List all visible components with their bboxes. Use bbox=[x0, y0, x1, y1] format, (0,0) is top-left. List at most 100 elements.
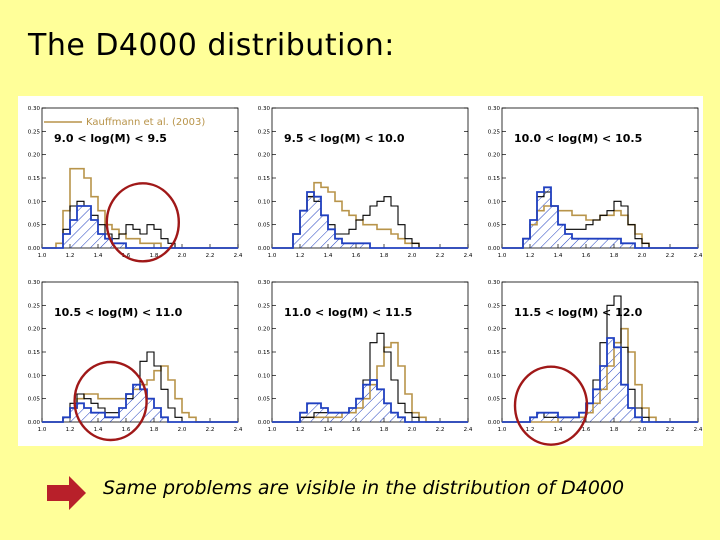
x-tick-label: 1.8 bbox=[380, 253, 389, 259]
x-tick-label: 1.2 bbox=[296, 253, 305, 259]
x-tick-label: 1.6 bbox=[582, 253, 591, 259]
y-tick-label: 0.05 bbox=[488, 223, 501, 229]
highlight-circle bbox=[105, 182, 181, 263]
blue-histogram bbox=[42, 383, 238, 423]
y-tick-label: 0.10 bbox=[28, 199, 41, 205]
x-tick-label: 1.8 bbox=[380, 427, 389, 433]
mass-range-label: 11.5 < log(M) < 12.0 bbox=[514, 306, 643, 319]
y-tick-label: 0.00 bbox=[488, 246, 501, 252]
x-tick-label: 1.2 bbox=[66, 427, 75, 433]
y-tick-label: 0.20 bbox=[28, 153, 41, 159]
histogram-panel-4: 0.00 0.05 0.10 0.15 0.20 0.25 0.30 1.0 1.2 1.4 1.6… bbox=[28, 280, 243, 442]
d4000-histogram-figure: 0.00 0.05 0.10 0.15 0.20 0.25 0.30 1.0 1.2 1.4 1.6… bbox=[18, 96, 703, 446]
x-tick-label: 2.0 bbox=[408, 253, 417, 259]
x-tick-label: 1.4 bbox=[324, 427, 333, 433]
y-tick-label: 0.30 bbox=[28, 280, 41, 286]
highlight-circle bbox=[513, 365, 589, 446]
x-tick-label: 1.8 bbox=[610, 253, 619, 259]
y-tick-label: 0.05 bbox=[258, 223, 271, 229]
histogram-panel-1: 0.000.050.100.150.200.250.301.0 1.2 1.4 1.6… bbox=[28, 106, 243, 263]
mass-range-label: 10.0 < log(M) < 10.5 bbox=[514, 132, 642, 145]
mass-range-label: 11.0 < log(M) < 11.5 bbox=[284, 306, 412, 319]
y-tick-label: 0.10 bbox=[258, 199, 271, 205]
x-tick-label: 2.2 bbox=[666, 253, 675, 259]
histogram-panel-3: 0.00 0.05 0.10 0.15 0.20 0.25 0.30 1.0 1.2 1.4 1.6… bbox=[488, 106, 703, 259]
y-tick-label: 0.05 bbox=[488, 397, 501, 403]
slide-caption: Same problems are visible in the distrib… bbox=[103, 477, 625, 499]
y-tick-label: 0.20 bbox=[28, 327, 41, 333]
y-tick-label: 0.30 bbox=[488, 280, 501, 286]
y-tick-label: 0.20 bbox=[258, 327, 271, 333]
x-tick-label: 2.2 bbox=[436, 427, 445, 433]
x-tick-label: 2.0 bbox=[178, 253, 187, 259]
x-tick-label: 1.6 bbox=[582, 427, 591, 433]
y-tick-label: 0.15 bbox=[28, 350, 41, 356]
x-tick-label: 1.4 bbox=[94, 427, 103, 433]
y-tick-label: 0.20 bbox=[488, 153, 501, 159]
x-tick-label: 1.2 bbox=[526, 253, 535, 259]
mass-range-label: 9.0 < log(M) < 9.5 bbox=[54, 132, 167, 145]
x-tick-label: 2.4 bbox=[464, 427, 473, 433]
x-tick-label: 2.2 bbox=[666, 427, 675, 433]
blue-histogram bbox=[502, 337, 698, 423]
x-tick-label: 1.2 bbox=[66, 253, 75, 259]
y-tick-label: 0.15 bbox=[258, 350, 271, 356]
x-tick-label: 1.4 bbox=[324, 253, 333, 259]
y-tick-label: 0.30 bbox=[488, 106, 501, 112]
x-tick-label: 1.2 bbox=[296, 427, 305, 433]
histogram-panel-5: 0.00 0.05 0.10 0.15 0.20 0.25 0.30 1.0 1.2 1.4 1.6… bbox=[258, 280, 473, 433]
x-tick-label: 1.6 bbox=[352, 253, 361, 259]
x-tick-label: 1.0 bbox=[38, 253, 47, 259]
x-tick-label: 2.2 bbox=[436, 253, 445, 259]
y-tick-label: 0.15 bbox=[488, 176, 501, 182]
y-tick-label: 0.00 bbox=[258, 420, 271, 426]
y-tick-label: 0.20 bbox=[258, 153, 271, 159]
x-tick-label: 1.8 bbox=[150, 253, 159, 259]
histogram-panel-6: 0.00 0.05 0.10 0.15 0.20 0.25 0.30 1.0 1.2 1.4 1.6… bbox=[488, 280, 703, 446]
y-tick-label: 0.30 bbox=[258, 106, 271, 112]
y-tick-label: 0.25 bbox=[488, 303, 501, 309]
y-tick-label: 0.25 bbox=[258, 129, 271, 135]
x-tick-label: 2.4 bbox=[694, 253, 703, 259]
y-tick-label: 0.05 bbox=[258, 397, 271, 403]
x-tick-label: 1.4 bbox=[554, 253, 563, 259]
y-tick-label: 0.25 bbox=[258, 303, 271, 309]
x-tick-label: 1.2 bbox=[526, 427, 535, 433]
y-tick-label: 0.10 bbox=[488, 199, 501, 205]
x-tick-label: 2.4 bbox=[234, 253, 243, 259]
blue-histogram bbox=[42, 205, 238, 249]
x-tick-label: 2.0 bbox=[638, 253, 647, 259]
blue-histogram bbox=[502, 186, 698, 249]
blue-histogram bbox=[272, 191, 468, 249]
x-tick-label: 2.0 bbox=[638, 427, 647, 433]
blue-histogram bbox=[272, 379, 468, 423]
y-tick-label: 0.15 bbox=[488, 350, 501, 356]
y-tick-label: 0.00 bbox=[258, 246, 271, 252]
x-tick-label: 1.6 bbox=[122, 427, 131, 433]
y-tick-label: 0.05 bbox=[28, 397, 41, 403]
histogram-grid: 0.00 0.05 0.10 0.15 0.20 0.25 0.30 1.0 1.2 1.4 1.6… bbox=[28, 106, 703, 446]
y-tick-label: 0.25 bbox=[28, 129, 41, 135]
histogram-panel-2: 0.00 0.05 0.10 0.15 0.20 0.25 0.30 1.0 1.2 1.4 1.6… bbox=[258, 106, 473, 259]
x-tick-label: 1.0 bbox=[268, 427, 277, 433]
x-tick-label: 1.0 bbox=[498, 253, 507, 259]
x-tick-label: 2.4 bbox=[464, 253, 473, 259]
right-arrow-icon bbox=[47, 476, 86, 510]
legend-label: Kauffmann et al. (2003) bbox=[86, 117, 205, 128]
y-tick-label: 0.00 bbox=[28, 246, 41, 252]
y-tick-label: 0.10 bbox=[28, 373, 41, 379]
x-tick-label: 2.4 bbox=[694, 427, 703, 433]
x-tick-label: 1.8 bbox=[150, 427, 159, 433]
y-tick-label: 0.00 bbox=[28, 420, 41, 426]
x-tick-label: 2.0 bbox=[408, 427, 417, 433]
y-tick-label: 0.10 bbox=[488, 373, 501, 379]
blue-hatched-fill bbox=[272, 380, 468, 422]
mass-range-label: 10.5 < log(M) < 11.0 bbox=[54, 306, 183, 319]
y-tick-label: 0.05 bbox=[28, 223, 41, 229]
x-tick-label: 2.4 bbox=[234, 427, 243, 433]
y-tick-label: 0.10 bbox=[258, 373, 271, 379]
x-tick-label: 1.4 bbox=[554, 427, 563, 433]
x-tick-label: 2.2 bbox=[206, 427, 215, 433]
x-tick-label: 1.4 bbox=[94, 253, 103, 259]
x-tick-label: 1.0 bbox=[268, 253, 277, 259]
